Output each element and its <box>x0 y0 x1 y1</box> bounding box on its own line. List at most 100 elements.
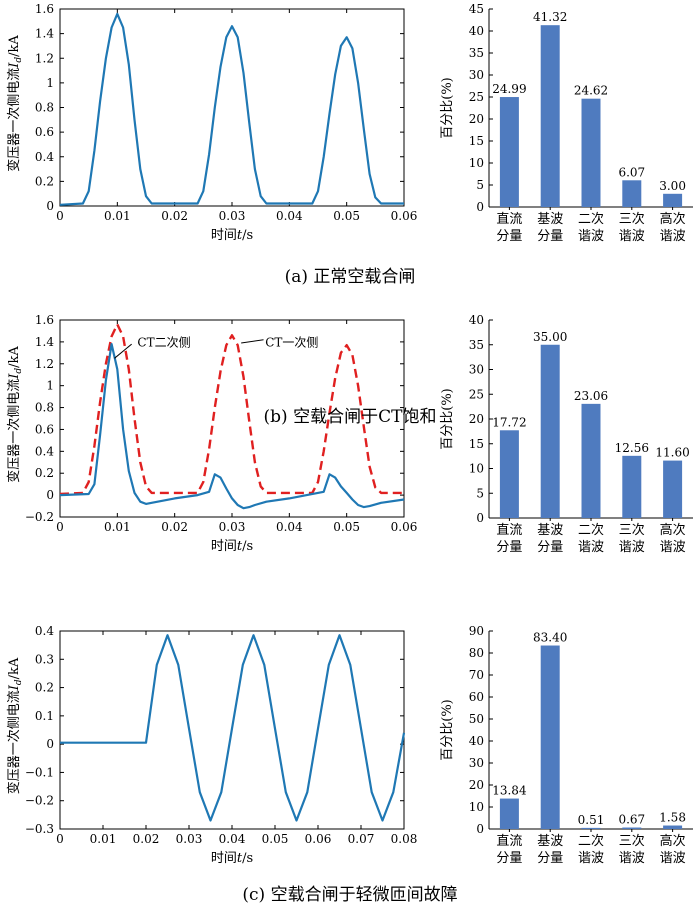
bar <box>540 344 560 518</box>
bar <box>663 825 683 829</box>
bar <box>540 645 560 829</box>
category-label: 谐波 <box>619 229 645 244</box>
series-line <box>59 12 404 206</box>
y-tick-label: 90 <box>469 624 484 638</box>
category-label: 谐波 <box>578 229 604 244</box>
y-tick-label: 80 <box>469 646 484 660</box>
y-tick-label: 5 <box>476 178 484 192</box>
bar-value-label: 13.84 <box>492 784 527 798</box>
plot-frame <box>59 8 405 207</box>
x-tick-label: 0.01 <box>90 832 117 846</box>
x-axis-label-var: t <box>237 851 243 866</box>
annotation-label: CT一次侧 <box>265 335 318 349</box>
x-tick-label: 0.01 <box>104 209 131 223</box>
y-tick-label: 1 <box>46 379 54 393</box>
x-tick-label: 0 <box>56 209 64 223</box>
y-tick-label: 0.6 <box>35 422 54 436</box>
y-tick-label: 30 <box>469 363 484 377</box>
annotation-leader <box>114 343 132 359</box>
bar-value-label: 0.67 <box>618 813 645 827</box>
category-label: 谐波 <box>619 540 645 555</box>
y-tick-label: −0.2 <box>25 794 54 808</box>
x-tick-label: 0.03 <box>176 832 203 846</box>
chart-a-line: 0 0.01 0.02 0.03 0.04 0.05 0.06 0 0.2 0.4 0.6 0.8 1 1… <box>6 2 417 243</box>
category-label: 二次 <box>578 522 604 538</box>
y-axis-label-unit: /kA <box>7 657 22 679</box>
category-label: 高次 <box>660 833 686 849</box>
category-label: 二次 <box>578 211 604 227</box>
x-axis-label-part: 时间 <box>211 228 237 243</box>
x-tick-label: 0.07 <box>348 832 375 846</box>
y-tick-label: 0.3 <box>35 652 54 666</box>
category-label: 高次 <box>660 211 686 227</box>
y-tick-label: 0 <box>476 200 484 214</box>
bar-value-label: 6.07 <box>618 165 645 179</box>
bar-value-label: 17.72 <box>492 415 526 429</box>
x-axis-label-part: 时间 <box>211 851 237 866</box>
caption-c: (c) 空载合闸于轻微匝间故障 <box>242 885 457 905</box>
y-tick-label: 1.6 <box>35 313 54 327</box>
bar <box>622 180 642 207</box>
y-tick-label: −0.3 <box>25 822 54 836</box>
bar-value-label: 35.00 <box>533 330 567 344</box>
category-label: 基波 <box>537 523 563 538</box>
bar <box>499 798 519 829</box>
y-tick-label: 0.4 <box>35 150 54 164</box>
x-axis-label-part: 时间 <box>211 539 237 554</box>
y-axis-label: 百分比(%) <box>440 699 455 761</box>
y-tick-label: 0 <box>476 822 484 836</box>
x-axis-label: 时间t/s <box>211 539 253 554</box>
y-tick-label: 30 <box>469 756 484 770</box>
bar <box>663 193 683 207</box>
y-axis-label-sub: d <box>14 679 24 685</box>
y-tick-label: 40 <box>469 24 484 38</box>
y-tick-label: 20 <box>469 778 484 792</box>
x-tick-label: 0.02 <box>133 832 160 846</box>
category-label: 谐波 <box>619 851 645 866</box>
category-label: 谐波 <box>660 851 686 866</box>
y-tick-label: 0.2 <box>35 466 54 480</box>
bar-value-label: 0.51 <box>578 813 605 827</box>
bar-value-label: 24.99 <box>492 82 526 96</box>
y-tick-label: 10 <box>469 800 484 814</box>
x-tick-label: 0.06 <box>391 209 418 223</box>
bar <box>540 25 560 207</box>
y-tick-label: 1.4 <box>35 335 54 349</box>
y-tick-label: 1.2 <box>35 357 54 371</box>
bar-value-label: 83.40 <box>533 631 567 645</box>
y-tick-label: 10 <box>469 462 484 476</box>
y-tick-label: −0.1 <box>25 765 54 779</box>
y-axis-label: 变压器一次侧电流Id/kA <box>6 657 24 794</box>
y-tick-label: 1 <box>46 76 54 90</box>
category-label: 直流 <box>496 212 522 227</box>
y-tick-label: 20 <box>469 112 484 126</box>
category-label: 分量 <box>496 851 522 866</box>
y-tick-label: −0.2 <box>25 510 54 524</box>
category-label: 二次 <box>578 833 604 849</box>
bar <box>499 97 519 207</box>
y-axis-label-var: I <box>7 62 22 69</box>
x-axis-label-var: t <box>237 539 243 554</box>
y-tick-label: 25 <box>469 90 484 104</box>
y-tick-label: 0.1 <box>35 709 54 723</box>
y-tick-label: 0.8 <box>35 101 54 115</box>
y-tick-label: 0.8 <box>35 401 54 415</box>
category-label: 分量 <box>537 851 563 866</box>
y-tick-label: 5 <box>476 486 484 500</box>
y-tick-label: 30 <box>469 68 484 82</box>
series-line <box>60 634 406 822</box>
category-label: 分量 <box>537 540 563 555</box>
y-tick-label: 1.6 <box>35 2 54 16</box>
y-tick-label: 0.4 <box>35 624 54 638</box>
category-label: 分量 <box>537 229 563 244</box>
x-tick-label: 0.06 <box>391 520 418 534</box>
y-axis-label: 百分比(%) <box>440 77 455 139</box>
bar-value-label: 1.58 <box>659 811 686 825</box>
y-tick-label: 40 <box>469 313 484 327</box>
y-tick-label: 0 <box>476 511 484 525</box>
x-axis-label-unit: /s <box>242 539 253 554</box>
y-axis-label-sub: d <box>14 57 24 63</box>
bar <box>663 460 683 518</box>
